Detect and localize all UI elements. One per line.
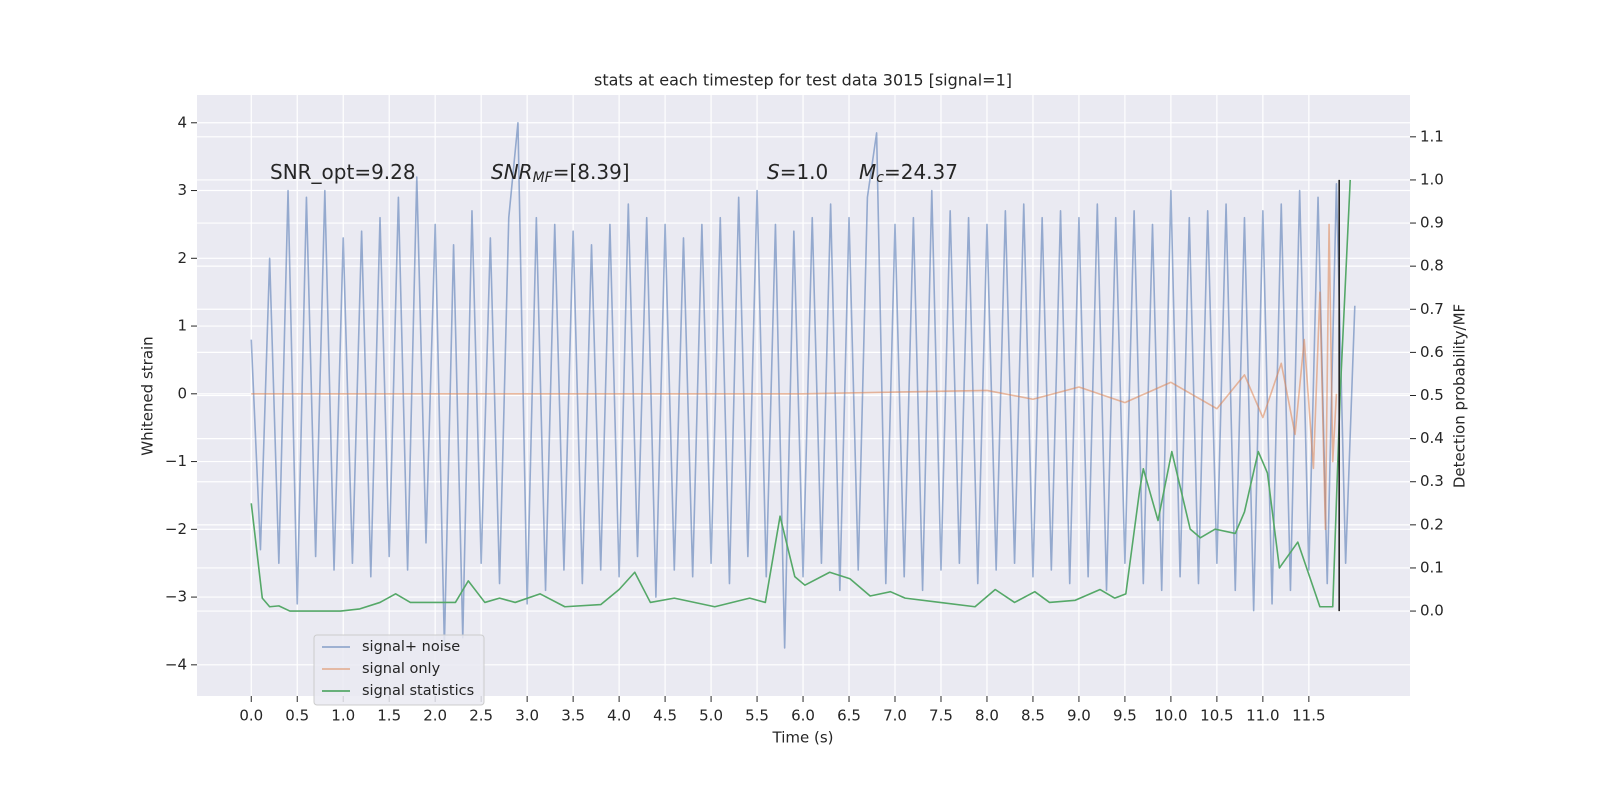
y2-axis-label: Detection probability/MF <box>1451 304 1469 488</box>
series-line <box>250 121 1356 649</box>
annotation-sub: MF <box>533 170 554 186</box>
x-tick-label: 4.5 <box>653 707 677 725</box>
x-tick-label: 2.0 <box>423 707 447 725</box>
annotation: Mc=24.37 <box>859 160 958 187</box>
y2-tick-label: 0.9 <box>1420 214 1444 232</box>
legend-label: signal+ noise <box>362 639 460 655</box>
y2-tick-label: 0.8 <box>1420 257 1444 275</box>
y-tick-label: 4 <box>177 113 187 131</box>
annotation: S=1.0 <box>767 160 828 184</box>
x-tick-label: 0.5 <box>285 707 309 725</box>
y2-tick-label: 0.3 <box>1420 472 1444 490</box>
y-tick-label: 1 <box>177 317 187 335</box>
chart-title: stats at each timestep for test data 301… <box>594 71 1012 90</box>
x-tick-label: 11.5 <box>1292 707 1325 725</box>
x-tick-label: 9.5 <box>1113 707 1137 725</box>
annotation-rest: =24.37 <box>884 160 958 184</box>
y2-tick-label: 1.1 <box>1420 127 1444 145</box>
y2-tick-label: 0.4 <box>1420 429 1444 447</box>
y2-tick-label: 0.2 <box>1420 515 1444 533</box>
marks <box>250 121 1356 649</box>
x-tick-label: 6.5 <box>837 707 861 725</box>
x-tick-label: 3.5 <box>561 707 585 725</box>
y2-tick-label: 0.1 <box>1420 558 1444 576</box>
x-tick-label: 1.5 <box>377 707 401 725</box>
x-tick-label: 10.5 <box>1200 707 1233 725</box>
legend-label: signal only <box>362 661 441 677</box>
y2-tick-label: 0.5 <box>1420 386 1444 404</box>
y-tick-label: −3 <box>165 588 187 606</box>
x-tick-label: 11.0 <box>1246 707 1279 725</box>
y2-tick-label: 0.6 <box>1420 343 1444 361</box>
annotation-rest: =1.0 <box>780 160 829 184</box>
x-tick-label: 5.0 <box>699 707 723 725</box>
annotation-main: M <box>859 160 876 184</box>
x-tick-label: 7.5 <box>929 707 953 725</box>
x-tick-label: 9.0 <box>1067 707 1091 725</box>
y-tick-label: −1 <box>165 452 187 470</box>
annotation-main: SNR <box>491 160 533 184</box>
y-tick-label: −4 <box>165 655 187 673</box>
series-line <box>250 179 1352 612</box>
x-tick-label: 6.0 <box>791 707 815 725</box>
x-tick-label: 7.0 <box>883 707 907 725</box>
x-tick-label: 0.0 <box>239 707 263 725</box>
x-tick-label: 8.5 <box>1021 707 1045 725</box>
x-tick-label: 1.0 <box>331 707 355 725</box>
x-tick-label: 3.0 <box>515 707 539 725</box>
annotation-main: SNR_opt=9.28 <box>270 160 416 184</box>
legend: signal+ noise signal only signal statistic… <box>313 634 485 706</box>
x-tick-label: 5.5 <box>745 707 769 725</box>
annotation-rest: =[8.39] <box>553 160 630 184</box>
x-axis-label: Time (s) <box>772 729 834 747</box>
annotation: SNR_opt=9.28 <box>270 160 416 184</box>
legend-label: signal statistics <box>362 683 474 699</box>
y2-tick-label: 0.7 <box>1420 300 1444 318</box>
y-axis-label: Whitened strain <box>139 336 157 455</box>
legend-box <box>313 634 485 706</box>
annotation-main: S <box>767 160 780 184</box>
y2-tick-label: 0.0 <box>1420 602 1444 620</box>
x-tick-label: 2.5 <box>469 707 493 725</box>
y-tick-label: 0 <box>177 384 187 402</box>
y-tick-label: 2 <box>177 249 187 267</box>
y-tick-label: 3 <box>177 181 187 199</box>
y2-tick-label: 1.0 <box>1420 170 1444 188</box>
x-tick-label: 8.0 <box>975 707 999 725</box>
series-line <box>251 223 1338 531</box>
x-tick-label: 10.0 <box>1154 707 1187 725</box>
x-tick-label: 4.0 <box>607 707 631 725</box>
y-tick-label: −2 <box>165 520 187 538</box>
annotation: SNRMF=[8.39] <box>491 160 630 187</box>
annotation-sub: c <box>876 170 884 186</box>
